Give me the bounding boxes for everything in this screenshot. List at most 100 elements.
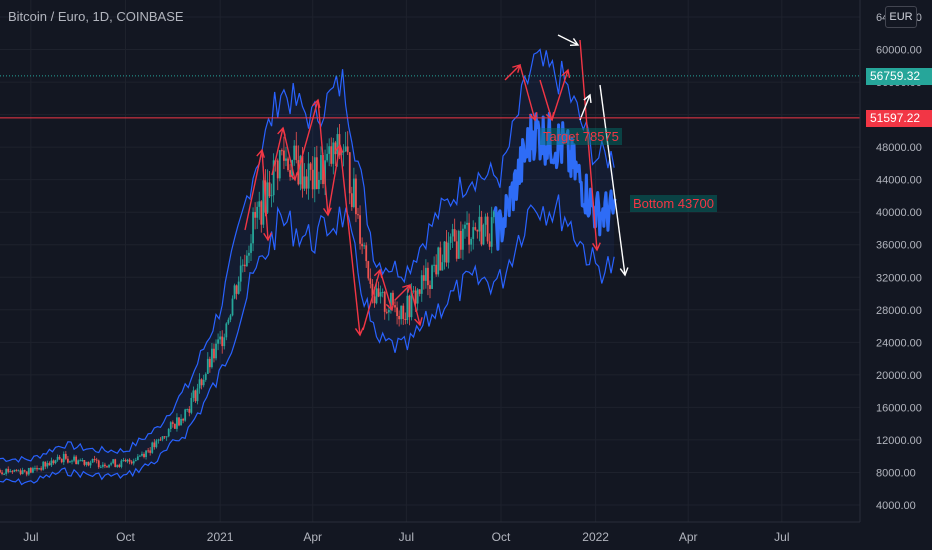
currency-selector[interactable]: EUR	[885, 6, 917, 28]
candle-body	[280, 150, 283, 152]
candle-body	[145, 450, 147, 458]
candle-body	[488, 241, 491, 247]
price-tick-label: 24000.00	[876, 337, 922, 349]
trend-arrow	[579, 39, 601, 252]
candle-body	[311, 169, 314, 190]
candle-body	[176, 417, 178, 429]
target-annotation[interactable]: Target 78575	[540, 128, 622, 145]
arrow-head	[528, 112, 538, 122]
candle-body	[52, 460, 55, 464]
candle-body	[262, 180, 265, 225]
candle-body	[317, 179, 320, 190]
candle-body	[194, 390, 197, 402]
candle-body	[439, 247, 442, 271]
price-tick-label: 20000.00	[876, 370, 922, 382]
trend-arrow	[504, 63, 522, 81]
candle-body	[161, 436, 164, 440]
candle-body	[235, 285, 238, 294]
time-tick-label: Jul	[774, 530, 789, 544]
trend-arrow	[551, 68, 571, 121]
candle-body	[215, 343, 217, 359]
candle-body	[250, 243, 252, 253]
candle-body	[231, 298, 234, 316]
candle-body	[11, 471, 14, 473]
candle-body	[38, 468, 40, 470]
candle-body	[211, 348, 213, 368]
candle-body	[9, 471, 12, 473]
bottom-annotation[interactable]: Bottom 43700	[630, 195, 717, 212]
trend-arrow	[379, 269, 395, 312]
candle-body	[198, 379, 201, 389]
arrow-shaft	[296, 99, 319, 176]
arrow-head	[289, 172, 298, 182]
candle-body	[25, 471, 28, 475]
level-price-tag: 51597.22	[866, 109, 932, 127]
trend-arrow	[579, 93, 592, 121]
candle-body	[427, 267, 429, 286]
candle-body	[455, 241, 458, 259]
candle-body	[466, 222, 468, 225]
candle-body	[188, 409, 191, 413]
candle-body	[165, 436, 168, 438]
time-tick-label: Apr	[679, 530, 698, 544]
candle-body	[254, 211, 257, 218]
candle-body	[422, 275, 425, 281]
candle-body	[17, 470, 20, 472]
candle-body	[420, 275, 423, 294]
candle-body	[112, 459, 115, 464]
candle-body	[202, 379, 205, 386]
candle-body	[85, 461, 88, 465]
arrow-head	[561, 68, 571, 78]
candle-body	[390, 292, 392, 310]
candle-body	[276, 160, 279, 179]
candle-body	[233, 285, 236, 299]
candle-body	[32, 468, 34, 473]
time-axis[interactable]: Jul Oct 2021 Apr Jul Oct 2022 Apr Jul	[23, 530, 789, 544]
candle-body	[171, 422, 174, 424]
candle-body	[155, 440, 158, 448]
candle-body	[350, 193, 353, 208]
price-axis-background	[860, 0, 932, 522]
candle-body	[122, 459, 125, 461]
candle-body	[66, 458, 69, 463]
candle-body	[60, 458, 63, 463]
candle-body	[62, 453, 65, 463]
candle-body	[13, 469, 16, 472]
candle-body	[36, 468, 38, 470]
candle-body	[357, 214, 359, 216]
current-price-tag: 56759.32	[866, 67, 932, 85]
time-tick-label: 2021	[207, 530, 234, 544]
candle-body	[457, 230, 460, 259]
candle-body	[208, 358, 211, 368]
candle-body	[429, 285, 431, 289]
candle-body	[167, 429, 170, 437]
candle-body	[486, 216, 489, 242]
candle-body	[289, 170, 291, 177]
arrow-head	[385, 302, 395, 312]
candle-body	[1, 472, 3, 474]
candle-body	[359, 215, 361, 244]
candle-body	[130, 461, 133, 464]
candle-body	[136, 456, 139, 461]
candle-body	[355, 178, 357, 215]
arrow-shaft	[557, 34, 579, 46]
price-tick-label: 44000.00	[876, 175, 922, 187]
candle-body	[313, 157, 316, 190]
candle-body	[93, 459, 96, 461]
candle-body	[245, 255, 248, 267]
time-tick-label: Jul	[399, 530, 414, 544]
candle-body	[272, 160, 275, 196]
candle-body	[445, 241, 448, 263]
candle-body	[21, 470, 24, 475]
arrow-shaft	[339, 144, 361, 336]
time-tick-label: Jul	[23, 530, 38, 544]
candle-body	[383, 291, 386, 312]
candle-body	[178, 417, 180, 426]
candle-body	[108, 464, 110, 468]
candle-body	[73, 456, 75, 461]
candle-body	[412, 290, 415, 292]
arrow-shaft	[519, 64, 536, 121]
candle-body	[169, 422, 172, 430]
candle-body	[71, 460, 73, 462]
